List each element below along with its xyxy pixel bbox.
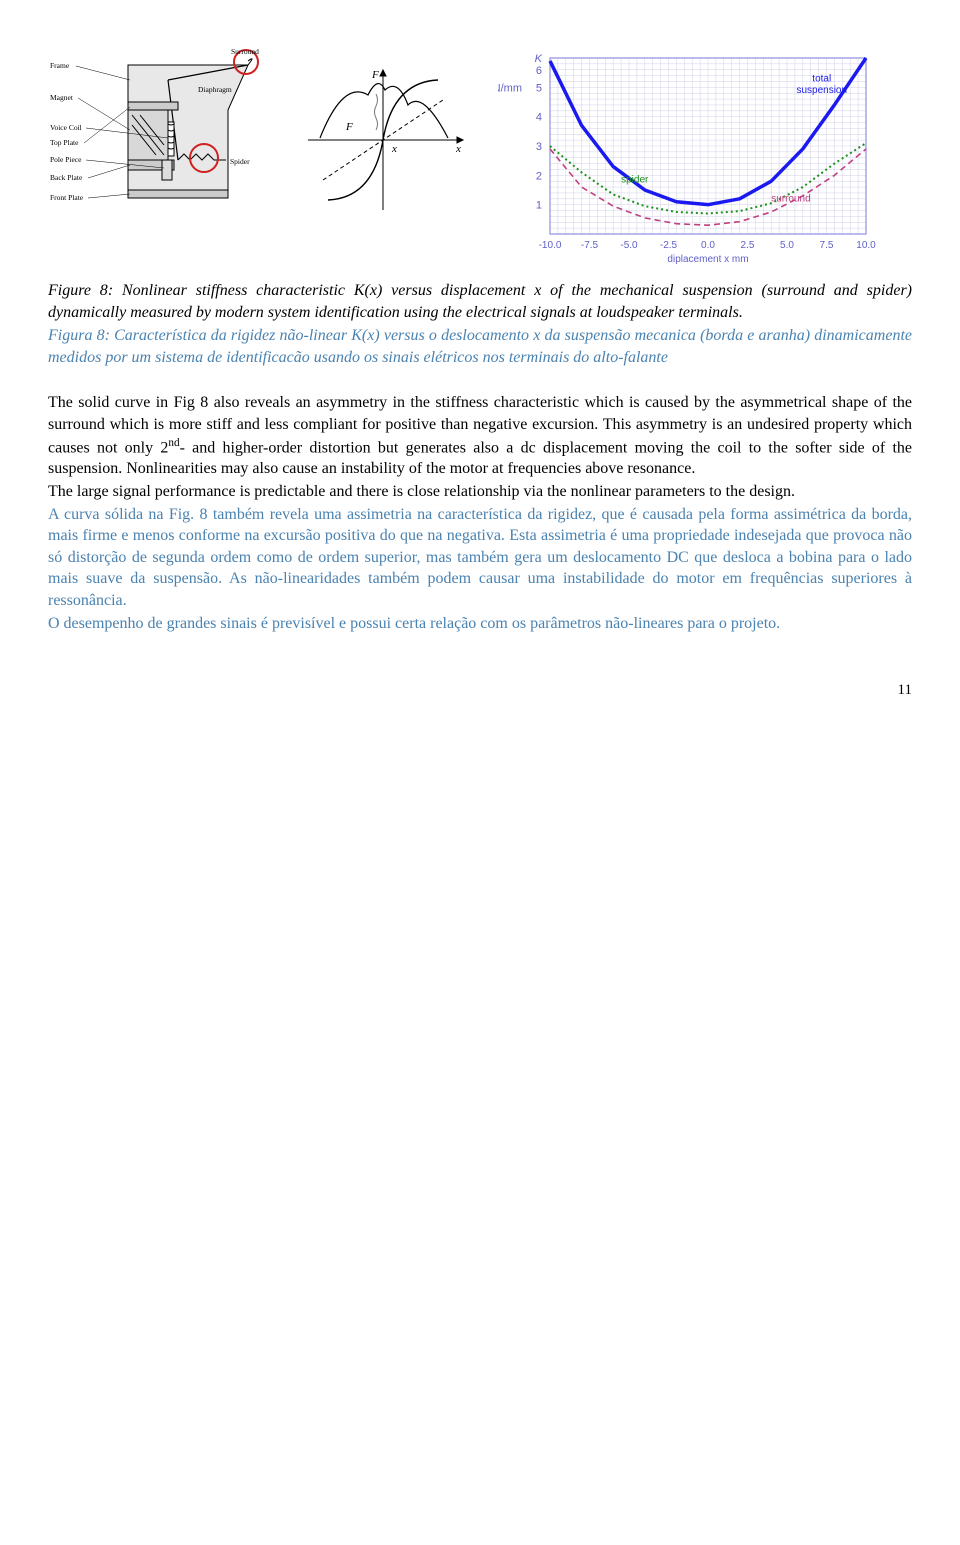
figure-caption-en: Figure 8: Nonlinear stiffness characteri… [48,280,912,323]
svg-text:total: total [812,73,831,84]
svg-text:0.0: 0.0 [701,240,715,251]
paragraph-2-en: The large signal performance is predicta… [48,481,912,503]
svg-text:7.5: 7.5 [820,240,834,251]
svg-text:6: 6 [536,65,542,77]
caption-prefix-pt: Figura 8 [48,327,105,344]
caption-body-pt: : Característica da rigidez não-linear K… [48,327,912,366]
svg-text:diplacement x mm: diplacement x mm [667,254,748,265]
speaker-label-surround: Surround [231,47,259,56]
svg-text:K: K [535,53,543,65]
speaker-cross-section-diagram: Frame Surround Magnet Diaphragm Voice Co… [48,40,268,220]
caption-body-en: : Nonlinear stiffness characteristic K(x… [48,282,912,321]
svg-text:1: 1 [536,200,542,212]
svg-text:-5.0: -5.0 [620,240,638,251]
speaker-label-backplate: Back Plate [50,173,83,182]
force-displacement-diagram: F F x x [288,60,478,220]
speaker-label-frontplate: Front Plate [50,193,84,202]
speaker-label-voicecoil: Voice Coil [50,123,82,132]
speaker-label-frame: Frame [50,61,70,70]
svg-text:-2.5: -2.5 [660,240,678,251]
figure-caption-pt: Figura 8: Característica da rigidez não-… [48,325,912,368]
svg-text:4: 4 [536,112,542,124]
svg-text:2.5: 2.5 [741,240,755,251]
svg-text:2: 2 [536,170,542,182]
speaker-label-spider: Spider [230,157,250,166]
paragraph-1-en: The solid curve in Fig 8 also reveals an… [48,392,912,480]
svg-text:-7.5: -7.5 [581,240,599,251]
fx-label-F2: F [371,69,379,81]
fx-label-F1: F [345,121,353,133]
svg-text:10.0: 10.0 [856,240,876,251]
fx-label-x2: x [391,143,397,155]
svg-text:5.0: 5.0 [780,240,794,251]
speaker-label-magnet: Magnet [50,93,74,102]
svg-text:spider: spider [621,175,649,186]
stiffness-chart: 1 2 3 4 5 K6 N/mm -10.0 -7.5 -5.0 -2.5 0.0 2.5 5.0 7.5… [498,40,878,270]
svg-text:-10.0: -10.0 [539,240,562,251]
paragraph-1-pt: A curva sólida na Fig. 8 também revela u… [48,504,912,612]
figures-row: Frame Surround Magnet Diaphragm Voice Co… [48,40,912,270]
paragraph-2-pt: O desempenho de grandes sinais é previsí… [48,613,912,635]
svg-text:suspension: suspension [796,85,847,96]
speaker-label-topplate: Top Plate [50,138,79,147]
speaker-label-polepiece: Pole Piece [50,155,82,164]
page-number: 11 [48,682,912,699]
svg-text:5: 5 [536,82,542,94]
speaker-label-diaphragm: Diaphragm [198,85,232,94]
svg-text:surround: surround [771,194,810,205]
fx-label-x1: x [455,143,461,155]
caption-prefix-en: Figure 8 [48,282,108,299]
svg-text:N/mm: N/mm [498,82,522,94]
svg-text:3: 3 [536,141,542,153]
